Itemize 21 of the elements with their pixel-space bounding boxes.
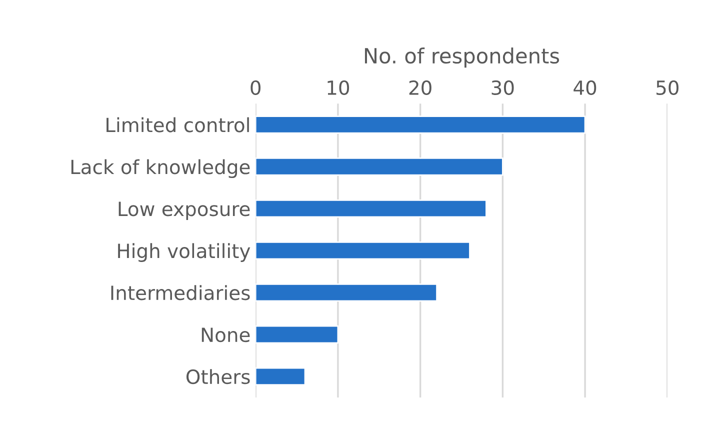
bar <box>256 200 487 218</box>
y-tick-label: None <box>202 328 250 342</box>
y-tick-label: Low exposure <box>118 202 250 220</box>
y-tick-label: Lack of knowledge <box>71 159 250 178</box>
y-tick-label: Intermediaries <box>111 285 250 300</box>
x-axis-title: No. of respondents <box>364 48 560 68</box>
x-tick-label: 20 <box>409 80 432 96</box>
x-tick-label: 10 <box>328 80 350 96</box>
x-tick-label: 40 <box>574 80 596 96</box>
x-tick-label: 0 <box>250 80 260 96</box>
bar <box>256 116 586 134</box>
y-tick-label: High volatility <box>118 243 250 262</box>
y-tick-label: Others <box>186 369 250 384</box>
bar <box>256 283 438 302</box>
y-tick-label: Limited control <box>106 117 249 132</box>
x-tick-label: 50 <box>656 80 678 96</box>
bar <box>256 158 504 176</box>
bar <box>256 325 339 344</box>
bar <box>256 367 306 386</box>
bar <box>256 241 470 260</box>
x-tick-label: 30 <box>492 80 514 96</box>
